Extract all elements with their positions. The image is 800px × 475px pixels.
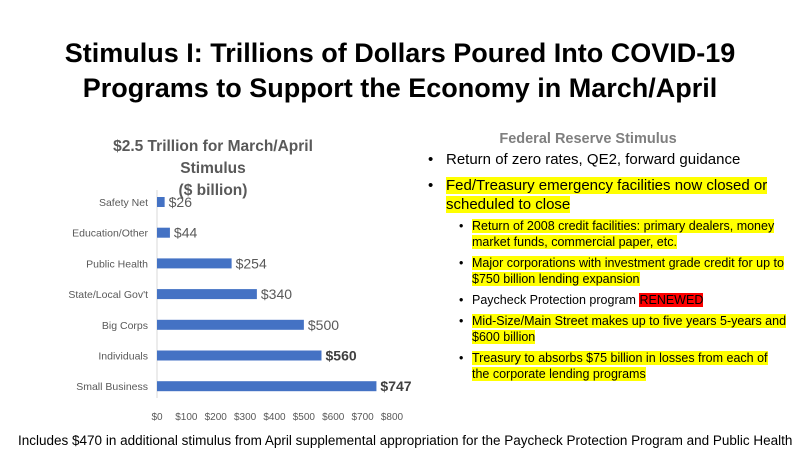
bar	[157, 350, 322, 361]
bar	[157, 227, 170, 238]
x-tick-label: $200	[205, 412, 228, 423]
x-tick-label: $400	[263, 412, 286, 423]
category-label: Education/Other	[72, 228, 148, 240]
fed-bullet-text: Return of zero rates, QE2, forward guida…	[446, 151, 741, 168]
fed-sub-item: Paycheck Protection program RENEWED	[446, 292, 788, 308]
category-label: Big Corps	[102, 320, 148, 332]
footnote: Includes $470 in additional stimulus fro…	[18, 433, 793, 448]
chart-title-line-1: $2.5 Trillion for March/April Stimulus	[113, 138, 313, 177]
chart-title-line-2: ($ billion)	[178, 182, 248, 199]
data-label: $500	[308, 317, 339, 333]
data-label: $340	[261, 286, 292, 302]
fed-bullet-text-highlighted: Fed/Treasury emergency facilities now cl…	[446, 177, 768, 213]
fed-sub-item: Major corporations with investment grade…	[446, 255, 788, 287]
data-label: $747	[380, 378, 411, 394]
fed-bullet-item: Return of zero rates, QE2, forward guida…	[428, 150, 788, 169]
fed-sub-item: Return of 2008 credit facilities: primar…	[446, 218, 788, 250]
renewed-badge: RENEWED	[639, 293, 704, 307]
x-tick-label: $100	[175, 412, 198, 423]
data-label: $254	[236, 255, 267, 271]
x-tick-label: $800	[381, 412, 404, 423]
x-tick-label: $300	[234, 412, 257, 423]
category-label: Safety Net	[99, 197, 148, 209]
fed-sub-item: Treasury to absorbs $75 billion in losse…	[446, 350, 788, 382]
category-label: State/Local Gov't	[68, 289, 148, 301]
fed-sub-text: Paycheck Protection program	[472, 293, 640, 307]
fed-bullet-item: Fed/Treasury emergency facilities now cl…	[428, 176, 788, 382]
fed-bullet-list: Return of zero rates, QE2, forward guida…	[428, 150, 788, 389]
x-tick-label: $600	[322, 412, 345, 423]
category-label: Public Health	[86, 258, 148, 270]
slide-title: Stimulus I: Trillions of Dollars Poured …	[0, 36, 800, 106]
bar	[157, 197, 165, 207]
x-tick-label: $0	[151, 412, 163, 423]
fed-sub-text: Mid-Size/Main Street makes up to five ye…	[472, 314, 787, 344]
bar	[157, 381, 377, 392]
bar	[157, 258, 232, 269]
bar	[157, 319, 304, 330]
fed-sub-text: Return of 2008 credit facilities: primar…	[472, 219, 775, 249]
slide-title-line-1: Stimulus I: Trillions of Dollars Poured …	[64, 38, 736, 68]
data-label: $560	[326, 348, 357, 364]
slide-title-line-2: Programs to Support the Economy in March…	[82, 73, 718, 103]
fed-sub-text: Treasury to absorbs $75 billion in losse…	[472, 351, 768, 381]
category-label: Individuals	[98, 351, 148, 363]
x-tick-label: $500	[293, 412, 316, 423]
stimulus-bar-chart: Safety Net $26 Education/Other $44 Public He…	[68, 190, 412, 423]
fed-panel-heading: Federal Reserve Stimulus	[499, 131, 677, 147]
fed-sub-item: Mid-Size/Main Street makes up to five ye…	[446, 313, 788, 345]
x-tick-label: $700	[352, 412, 375, 423]
fed-sub-text: Major corporations with investment grade…	[472, 256, 784, 286]
category-label: Small Business	[76, 381, 148, 393]
chart-title: $2.5 Trillion for March/April Stimulus (…	[98, 136, 328, 202]
bar	[157, 289, 257, 300]
fed-sub-list: Return of 2008 credit facilities: primar…	[446, 218, 788, 382]
data-label: $44	[174, 225, 198, 241]
data-label: $26	[169, 194, 193, 210]
